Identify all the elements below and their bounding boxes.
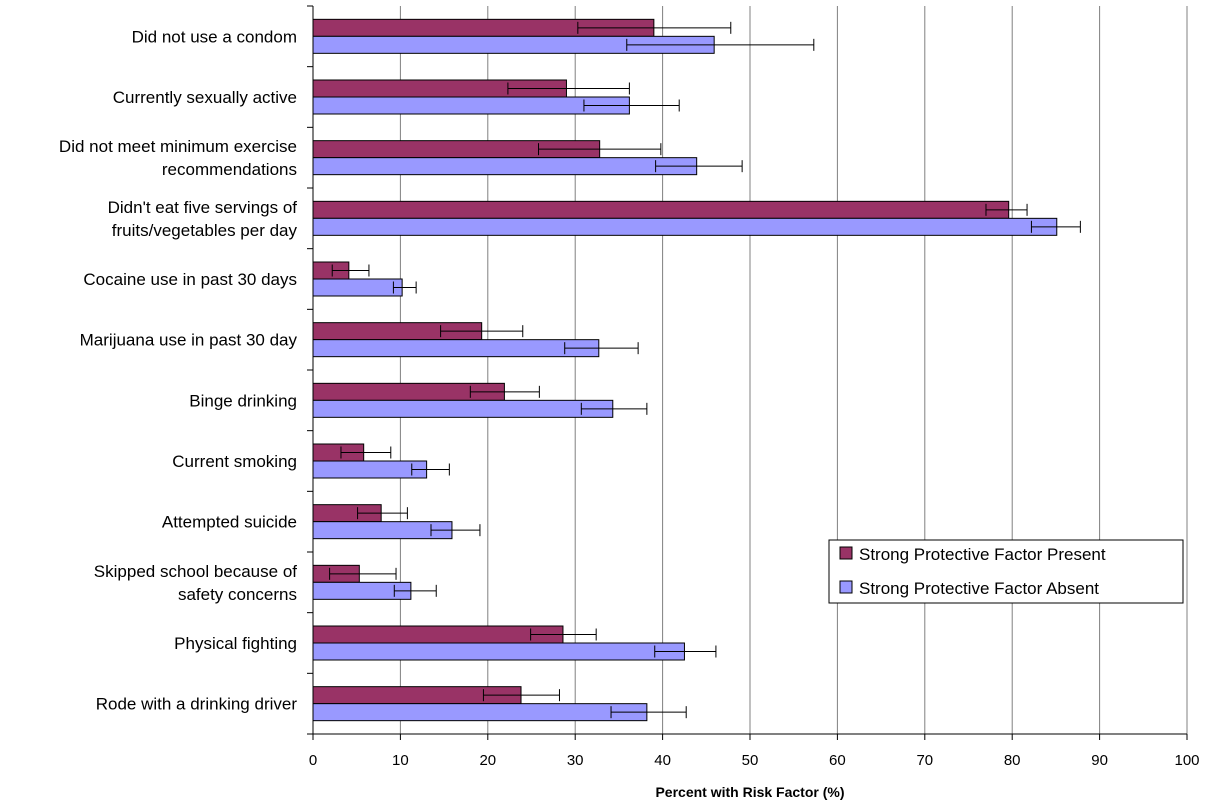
category-label: Current smoking	[172, 452, 297, 471]
x-axis-title: Percent with Risk Factor (%)	[655, 784, 844, 800]
error-bar	[564, 342, 639, 355]
legend-box	[828, 539, 1184, 604]
bar-absent	[312, 157, 698, 176]
bar-absent	[312, 96, 630, 115]
error-bar	[580, 402, 648, 415]
category-label: Did not use a condom	[132, 27, 297, 46]
error-bar	[626, 38, 815, 51]
error-bar	[655, 160, 743, 173]
bar-absent	[312, 703, 648, 722]
error-bar	[357, 507, 408, 520]
category-labels: Did not use a condom Currently sexually a…	[59, 27, 298, 713]
x-tick-label: 80	[1004, 752, 1021, 769]
legend: Strong Protective Factor Present Strong …	[828, 539, 1184, 604]
error-bar	[1030, 220, 1081, 233]
bar-absent	[312, 642, 685, 661]
x-tick-label: 30	[567, 752, 584, 769]
error-bar	[329, 567, 397, 580]
error-bar	[507, 82, 630, 95]
error-bar	[393, 584, 437, 597]
category-label: fruits/vegetables per day	[112, 221, 298, 240]
bar-absent	[312, 217, 1058, 236]
error-bar	[537, 143, 662, 156]
legend-label-absent: Strong Protective Factor Absent	[859, 579, 1099, 598]
legend-label-present: Strong Protective Factor Present	[859, 545, 1106, 564]
error-bar	[530, 628, 597, 641]
error-bar	[440, 325, 524, 338]
error-bar	[411, 463, 450, 476]
error-bar	[340, 446, 392, 459]
x-tick-label: 90	[1091, 752, 1108, 769]
gridlines	[399, 6, 1188, 734]
x-tick-label: 100	[1174, 752, 1199, 769]
legend-swatch-absent	[839, 580, 853, 594]
category-label: Attempted suicide	[162, 513, 297, 532]
x-tick-label: 10	[392, 752, 409, 769]
error-bar	[392, 281, 417, 294]
x-tick-label: 40	[654, 752, 671, 769]
error-bar	[577, 21, 732, 34]
error-bar	[654, 645, 717, 658]
category-label: Didn't eat five servings of	[108, 198, 298, 217]
category-label: Binge drinking	[189, 391, 297, 410]
category-label: Did not meet minimum exercise	[59, 137, 297, 156]
legend-swatch-present	[839, 546, 853, 560]
bar-absent	[312, 278, 403, 297]
error-bar	[331, 264, 370, 277]
tick-labels: 0 10 20 30 40 50 60 70 80 90 100	[309, 752, 1200, 769]
category-label: Cocaine use in past 30 days	[83, 270, 297, 289]
error-bar	[469, 385, 540, 398]
category-label: Skipped school because of	[94, 562, 297, 581]
bar-present	[312, 625, 564, 644]
error-bar	[482, 689, 560, 702]
x-tick-label: 20	[479, 752, 496, 769]
x-tick-label: 50	[742, 752, 759, 769]
category-label: Marijuana use in past 30 day	[80, 331, 298, 350]
x-tick-label: 0	[309, 752, 317, 769]
bars	[312, 18, 1058, 722]
bar-present	[312, 200, 1010, 219]
category-label: recommendations	[162, 160, 297, 179]
error-bars	[329, 21, 1081, 719]
category-label: Currently sexually active	[113, 88, 297, 107]
axes	[307, 5, 1188, 740]
x-tick-label: 60	[829, 752, 846, 769]
error-bar	[610, 706, 687, 719]
error-bar	[985, 203, 1028, 216]
category-label: Rode with a drinking driver	[96, 695, 298, 714]
error-bar	[430, 524, 481, 537]
bar-absent	[312, 460, 428, 479]
bar-absent	[312, 399, 614, 418]
error-bar	[583, 99, 680, 112]
x-tick-label: 70	[916, 752, 933, 769]
category-label: Physical fighting	[174, 634, 297, 653]
category-label: safety concerns	[178, 585, 297, 604]
bar-absent	[312, 339, 600, 358]
